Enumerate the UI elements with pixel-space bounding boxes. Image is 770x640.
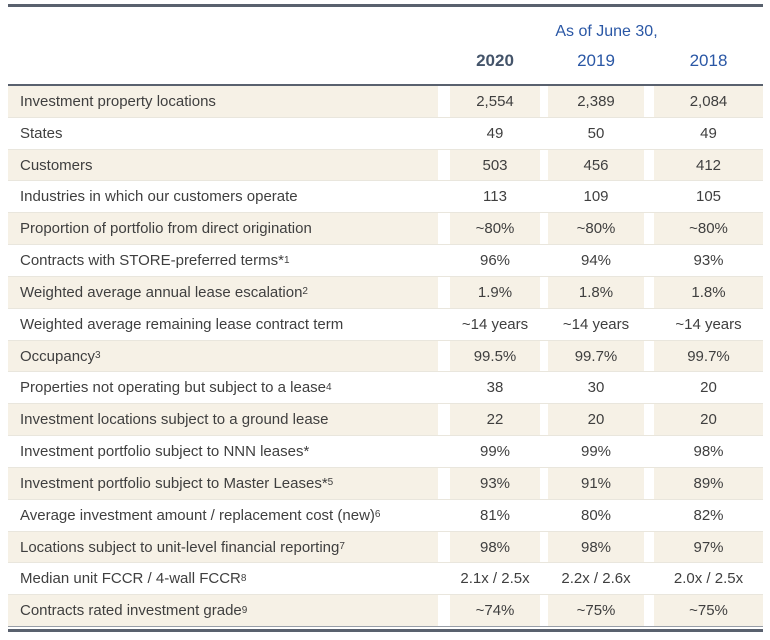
row-label: Investment property locations (8, 86, 438, 117)
row-value-2020: 2.1x / 2.5x (460, 570, 530, 588)
row-label: Customers (8, 149, 438, 181)
row-value-2019: 2.2x / 2.6x (561, 570, 631, 588)
row-value-2019: ~80% (548, 213, 644, 245)
row-label: Average investment amount / replacement … (20, 506, 381, 524)
row-value-2020: ~80% (450, 213, 540, 245)
table-row: Average investment amount / replacement … (8, 498, 763, 531)
table-row: Industries in which our customers operat… (8, 180, 763, 213)
row-value-2020: 96% (479, 252, 511, 270)
row-value-2020: ~14 years (461, 315, 529, 333)
row-value-2018: 20 (700, 379, 717, 397)
row-value-2018: ~75% (654, 595, 763, 627)
row-value-2019: 98% (548, 531, 644, 563)
row-value-2018: 97% (654, 531, 763, 563)
row-label: Occupancy 3 (8, 340, 438, 372)
row-label: Properties not operating but subject to … (20, 379, 332, 397)
row-value-2018: 412 (654, 149, 763, 181)
table-body: Investment property locations 2,554 2,38… (8, 86, 763, 627)
table-row: Investment locations subject to a ground… (8, 403, 763, 436)
table-row: Customers 503 456 412 (8, 148, 763, 181)
row-label: States (20, 124, 63, 142)
row-value-2018: 99.7% (654, 340, 763, 372)
row-value-2020: 81% (479, 506, 511, 524)
row-value-2020: 98% (450, 531, 540, 563)
row-value-2018: 82% (693, 506, 724, 524)
row-value-2019: 91% (548, 467, 644, 499)
table-row: States 49 50 49 (8, 116, 763, 149)
table-row: Occupancy 3 99.5% 99.7% 99.7% (8, 339, 763, 372)
row-label: Median unit FCCR / 4-wall FCCR 8 (20, 570, 247, 588)
row-value-2020: 1.9% (450, 276, 540, 308)
row-value-2018: 49 (700, 124, 717, 142)
row-value-2020: 99% (479, 443, 511, 461)
table-row: Investment portfolio subject to Master L… (8, 466, 763, 499)
row-value-2020: 93% (450, 467, 540, 499)
row-value-2019: ~14 years (562, 315, 630, 333)
row-value-2019: 80% (580, 506, 612, 524)
table-row: Contracts with STORE-preferred terms* 1 9… (8, 244, 763, 276)
table-row: Weighted average annual lease escalation… (8, 275, 763, 308)
table-row: Median unit FCCR / 4-wall FCCR 8 2.1x / 2… (8, 562, 763, 595)
row-value-2020: 503 (450, 149, 540, 181)
row-value-2019: 109 (583, 188, 609, 206)
row-label: Proportion of portfolio from direct orig… (8, 213, 438, 245)
row-value-2019: 1.8% (548, 276, 644, 308)
row-value-2020: ~74% (450, 595, 540, 627)
row-label: Weighted average annual lease escalation… (8, 276, 438, 308)
row-label: Weighted average remaining lease contrac… (20, 315, 344, 333)
row-value-2018: 2,084 (654, 86, 763, 117)
table-row: Locations subject to unit-level financia… (8, 530, 763, 563)
row-label: Investment locations subject to a ground… (8, 404, 438, 436)
row-label: Locations subject to unit-level financia… (8, 531, 438, 563)
row-value-2018: ~14 years (675, 315, 742, 333)
column-header-2019: 2019 (577, 51, 615, 70)
row-value-2018: 2.0x / 2.5x (673, 570, 744, 588)
row-value-2020: 38 (486, 379, 504, 397)
table-bottom-rule (8, 629, 763, 632)
table-row: Proportion of portfolio from direct orig… (8, 212, 763, 245)
row-label: Contracts rated investment grade 9 (8, 595, 438, 627)
column-header-2018: 2018 (689, 51, 728, 70)
table-row: Contracts rated investment grade 9 ~74% ~… (8, 594, 763, 627)
table-header: As of June 30, 2020 2019 2018 (8, 7, 763, 84)
row-value-2018: 1.8% (654, 276, 763, 308)
row-value-2020: 113 (483, 188, 507, 206)
row-value-2020: 49 (486, 124, 504, 142)
row-value-2019: 20 (548, 404, 644, 436)
row-value-2019: ~75% (548, 595, 644, 627)
table-top-rule (8, 4, 763, 7)
metrics-table: As of June 30, 2020 2019 2018 Investment… (8, 4, 763, 632)
table-row: Weighted average remaining lease contrac… (8, 307, 763, 340)
table-row: Properties not operating but subject to … (8, 371, 763, 404)
column-header-2020: 2020 (476, 51, 514, 70)
row-value-2020: 99.5% (450, 340, 540, 372)
row-value-2019: 30 (587, 379, 605, 397)
row-label: Investment portfolio subject to Master L… (8, 467, 438, 499)
row-value-2018: 98% (693, 443, 724, 461)
row-value-2020: 2,554 (450, 86, 540, 117)
row-value-2019: 50 (587, 124, 605, 142)
row-value-2019: 99.7% (548, 340, 644, 372)
row-value-2019: 94% (580, 252, 612, 270)
row-value-2018: 89% (654, 467, 763, 499)
table-row: Investment property locations 2,554 2,38… (8, 86, 763, 117)
row-label: Industries in which our customers operat… (20, 188, 298, 206)
table-row: Investment portfolio subject to NNN leas… (8, 435, 763, 467)
table-bottom-thin-rule (8, 626, 763, 627)
row-label: Contracts with STORE-preferred terms* 1 (20, 252, 290, 270)
row-value-2018: 105 (695, 188, 722, 206)
row-value-2018: 93% (693, 252, 724, 270)
row-value-2018: 20 (654, 404, 763, 436)
header-divider-rule (8, 84, 763, 86)
row-label: Investment portfolio subject to NNN leas… (20, 443, 310, 461)
row-value-2019: 99% (580, 443, 612, 461)
row-value-2019: 2,389 (548, 86, 644, 117)
header-years-row: 2020 2019 2018 (8, 51, 763, 71)
row-value-2019: 456 (548, 149, 644, 181)
header-group-label: As of June 30, (555, 23, 658, 40)
row-value-2020: 22 (450, 404, 540, 436)
row-value-2018: ~80% (654, 213, 763, 245)
